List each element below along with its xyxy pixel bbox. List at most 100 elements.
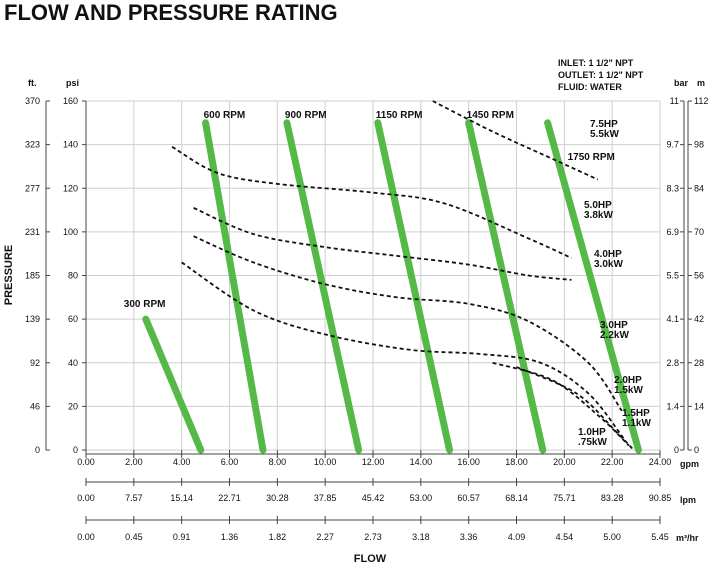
ft-axis-tick-label: 231 <box>25 227 40 237</box>
psi-unit-label: psi <box>66 78 79 88</box>
lpm-axis-tick-label: 90.85 <box>649 493 672 503</box>
m3hr-axis-tick-label: 0.45 <box>125 532 143 542</box>
lpm-axis-tick-label: 30.28 <box>266 493 289 503</box>
gpm-axis-tick-label: 16.00 <box>457 457 480 467</box>
gpm-axis-tick-label: 14.00 <box>410 457 433 467</box>
bar-axis-tick-label: 2.8 <box>666 358 679 368</box>
lpm-unit-label: lpm <box>680 495 696 505</box>
m3hr-axis-tick-label: 5.00 <box>603 532 621 542</box>
power-curve-4-0hp <box>193 207 572 281</box>
m3hr-axis-tick-label: 4.09 <box>508 532 526 542</box>
ft-axis-tick-label: 370 <box>25 96 40 106</box>
pump-info: INLET: 1 1/2" NPT OUTLET: 1 1/2" NPT FLU… <box>558 58 644 92</box>
speed-lines: 300 RPM 600 RPM 900 RPM 1150 RPM 1450 RPM 175… <box>124 110 642 454</box>
m3hr-axis-tick-label: 3.36 <box>460 532 478 542</box>
y-axis-psi: 0 20 40 60 80 100 120 140 160 <box>63 96 87 455</box>
power-label-5-0hp: 5.0HP <box>584 200 612 211</box>
m-unit-label: m <box>697 78 705 88</box>
x-axis-gpm: 0.00 2.00 4.00 6.00 8.00 10.00 12.00 14.00 16.00… <box>77 450 671 467</box>
gpm-axis-tick-label: 2.00 <box>125 457 143 467</box>
m-axis-tick-label: 112 <box>694 96 708 106</box>
gpm-axis-tick-label: 22.00 <box>601 457 624 467</box>
m-axis-tick-label: 42 <box>694 314 704 324</box>
ft-axis-tick-label: 0 <box>35 445 40 455</box>
gpm-axis-tick-label: 4.00 <box>173 457 191 467</box>
gpm-axis-tick-label: 0.00 <box>77 457 95 467</box>
bar-axis-tick-label: 6.9 <box>666 227 679 237</box>
x-axis-lpm: 0.00 7.57 15.14 22.71 30.28 37.85 45.42 53.00 60… <box>77 478 671 503</box>
speed-line-300-rpm <box>142 315 205 454</box>
psi-axis-tick-label: 100 <box>63 227 78 237</box>
bar-unit-label: bar <box>674 78 689 88</box>
m3hr-axis-tick-label: 1.82 <box>269 532 287 542</box>
power-label-1-5hp: 1.5HP <box>622 408 650 419</box>
m3hr-axis-tick-label: 2.73 <box>364 532 382 542</box>
info-outlet: OUTLET: 1 1/2" NPT <box>558 70 644 80</box>
power-curve-1-0hp <box>516 366 635 451</box>
m-axis-tick-label: 70 <box>694 227 704 237</box>
speed-label-1450-rpm: 1450 RPM <box>467 110 514 121</box>
ft-axis-tick-label: 277 <box>25 183 40 193</box>
lpm-axis-tick-label: 68.14 <box>505 493 528 503</box>
m3hr-axis-tick-label: 0.91 <box>173 532 191 542</box>
m3hr-axis-tick-label: 3.18 <box>412 532 430 542</box>
power-label-kw-1-0hp: .75kW <box>578 437 607 448</box>
lpm-axis-tick-label: 15.14 <box>170 493 193 503</box>
gpm-axis-tick-label: 18.00 <box>505 457 528 467</box>
gpm-axis-tick-label: 24.00 <box>649 457 672 467</box>
lpm-axis-tick-label: 0.00 <box>77 493 95 503</box>
m3hr-axis-tick-label: 5.45 <box>651 532 669 542</box>
ft-axis-tick-label: 323 <box>25 140 40 150</box>
power-label-2-0hp: 2.0HP <box>614 375 642 386</box>
psi-axis-tick-label: 60 <box>68 314 78 324</box>
y-axis-title: PRESSURE <box>3 245 15 306</box>
power-label-3-0hp: 3.0HP <box>600 320 628 331</box>
lpm-axis-tick-label: 75.71 <box>553 493 576 503</box>
ft-axis-tick-label: 46 <box>30 401 40 411</box>
ft-axis-tick-label: 185 <box>25 271 40 281</box>
power-label-7-5hp: 7.5HP <box>590 119 618 130</box>
x-axis-title: FLOW <box>354 553 387 564</box>
speed-line-600-rpm <box>202 119 267 454</box>
psi-axis-tick-label: 0 <box>73 445 78 455</box>
bar-axis-tick-label: 11 <box>670 96 679 106</box>
speed-label-1150-rpm: 1150 RPM <box>376 110 423 121</box>
power-label-kw-5-0hp: 3.8kW <box>584 210 613 221</box>
psi-axis-tick-label: 80 <box>68 271 78 281</box>
m3hr-axis-tick-label: 1.36 <box>221 532 239 542</box>
gpm-axis-tick-label: 8.00 <box>269 457 287 467</box>
power-label-kw-2-0hp: 1.5kW <box>614 385 643 396</box>
lpm-axis-tick-label: 60.57 <box>457 493 480 503</box>
power-label-1-0hp: 1.0HP <box>578 427 606 438</box>
lpm-axis-tick-label: 37.85 <box>314 493 337 503</box>
psi-axis-tick-label: 140 <box>63 140 78 150</box>
speed-label-1750-rpm: 1750 RPM <box>568 152 615 163</box>
gpm-axis-tick-label: 10.00 <box>314 457 337 467</box>
speed-label-300-rpm: 300 RPM <box>124 299 166 310</box>
gpm-axis-tick-label: 6.00 <box>221 457 239 467</box>
power-label-kw-4-0hp: 3.0kW <box>594 259 623 270</box>
m-axis-tick-label: 28 <box>694 358 704 368</box>
ft-axis-tick-label: 139 <box>25 314 40 324</box>
psi-axis-tick-label: 120 <box>63 183 78 193</box>
bar-axis-tick-label: 8.3 <box>666 183 679 193</box>
lpm-axis-tick-label: 83.28 <box>601 493 624 503</box>
m3hr-unit-label: m³/hr <box>676 533 699 543</box>
y-axis-bar: 0 1.4 2.8 4.1 5.5 6.9 8.3 9.7 11 <box>666 96 685 455</box>
bar-axis-tick-label: 4.1 <box>666 314 679 324</box>
power-label-4-0hp: 4.0HP <box>594 249 622 260</box>
lpm-axis-tick-label: 53.00 <box>410 493 433 503</box>
psi-axis-tick-label: 40 <box>68 358 78 368</box>
m3hr-axis-tick-label: 4.54 <box>556 532 574 542</box>
m3hr-axis-tick-label: 2.27 <box>316 532 334 542</box>
x-axis-m3hr: 0.00 0.45 0.91 1.36 1.82 2.27 2.73 3.18 3.36 4.09… <box>77 516 669 542</box>
gpm-unit-label: gpm <box>680 459 699 469</box>
power-label-kw-3-0hp: 2.2kW <box>600 330 629 341</box>
speed-line-1750-rpm <box>544 119 642 454</box>
ft-axis-tick-label: 92 <box>30 358 40 368</box>
power-curve-5-0hp <box>171 146 572 259</box>
bar-axis-tick-label: 5.5 <box>666 271 679 281</box>
bar-axis-tick-label: 0 <box>674 445 679 455</box>
